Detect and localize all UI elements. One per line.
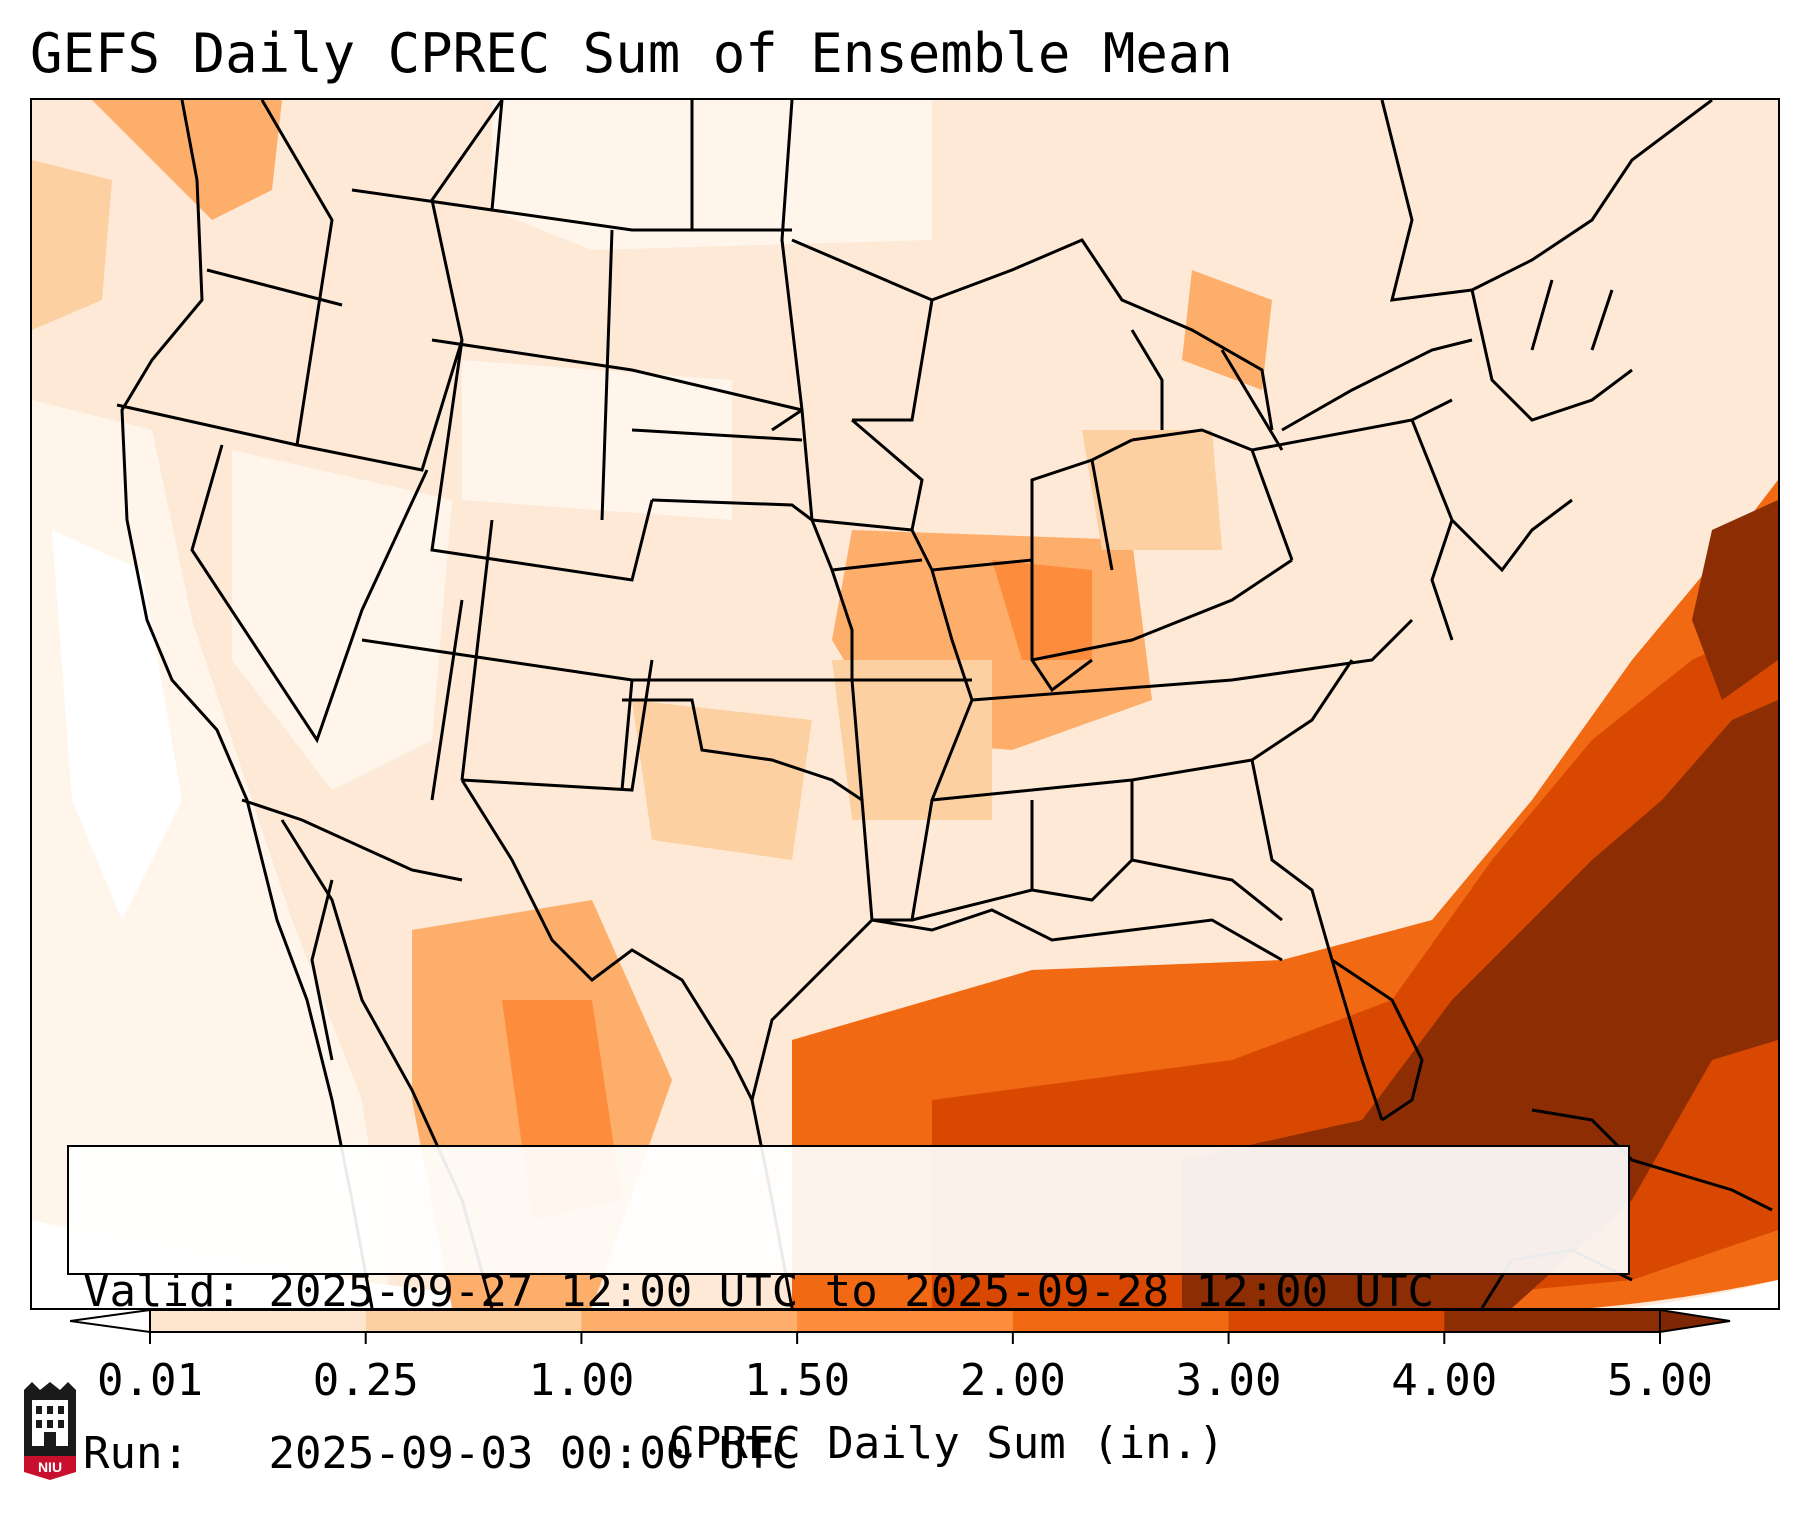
run-value: 2025-09-03 00:00 UTC xyxy=(268,1428,799,1479)
upper-michigan-band xyxy=(1182,270,1272,390)
niu-logo: NIU xyxy=(24,1382,76,1480)
colorbar-segment xyxy=(150,1310,367,1332)
colorbar-segment xyxy=(365,1310,583,1332)
oklahoma-band xyxy=(832,660,992,820)
state-boundaries xyxy=(116,100,1773,1308)
colorbar-segment xyxy=(1444,1310,1661,1332)
northwest-coast-band xyxy=(32,160,112,330)
northern-plains-light xyxy=(492,100,932,250)
outside-domain-left xyxy=(32,1220,632,1308)
colorbar-outline xyxy=(149,1309,1661,1333)
colorbar-tick-label: 3.00 xyxy=(1175,1355,1282,1406)
colorbar-segment xyxy=(581,1310,799,1332)
colorbar-tick-label: 2.00 xyxy=(959,1355,1066,1406)
colorbar xyxy=(70,1308,1731,1344)
colorbar-segment xyxy=(1012,1310,1230,1332)
colorbar-tick-label: 1.00 xyxy=(528,1355,635,1406)
offshore-extreme xyxy=(1692,500,1778,700)
logo-text: NIU xyxy=(38,1459,62,1475)
colorbar-tick-label: 5.00 xyxy=(1607,1355,1713,1406)
colorbar-tick-label: 0.25 xyxy=(312,1355,419,1406)
colorbar-under-arrow xyxy=(70,1308,151,1334)
precipitation-map xyxy=(30,98,1780,1310)
texas-panhandle-band xyxy=(632,700,812,860)
colorbar-over-arrow xyxy=(1659,1308,1731,1334)
validity-info-box: Valid: 2025-09-27 12:00 UTC to 2025-09-2… xyxy=(67,1145,1630,1479)
wyoming-light xyxy=(462,360,732,520)
map-canvas xyxy=(32,100,1778,1308)
michigan-band xyxy=(1082,430,1222,550)
map-title: GEFS Daily CPREC Sum of Ensemble Mean xyxy=(30,22,1233,85)
colorbar-tick-label: 4.00 xyxy=(1391,1355,1498,1406)
colorbar-tick-label: 0.01 xyxy=(97,1355,203,1406)
northwest-orange xyxy=(92,100,282,220)
colorbar-label: CPREC Daily Sum (in.) xyxy=(668,1418,1225,1469)
valid-row: Valid: 2025-09-27 12:00 UTC to 2025-09-2… xyxy=(83,1265,1614,1319)
colorbar-tick-label: 1.50 xyxy=(744,1355,851,1406)
missouri-core xyxy=(992,560,1092,660)
outside-domain-right xyxy=(1632,1280,1778,1308)
colorbar-segment xyxy=(1228,1310,1446,1332)
run-row: Run: 2025-09-03 00:00 UTC xyxy=(83,1427,1614,1481)
valid-label: Valid: xyxy=(83,1266,242,1317)
run-label: Run: xyxy=(83,1428,189,1479)
colorbar-segment xyxy=(797,1310,1014,1332)
valid-value: 2025-09-27 12:00 UTC to 2025-09-28 12:00… xyxy=(268,1266,1435,1317)
